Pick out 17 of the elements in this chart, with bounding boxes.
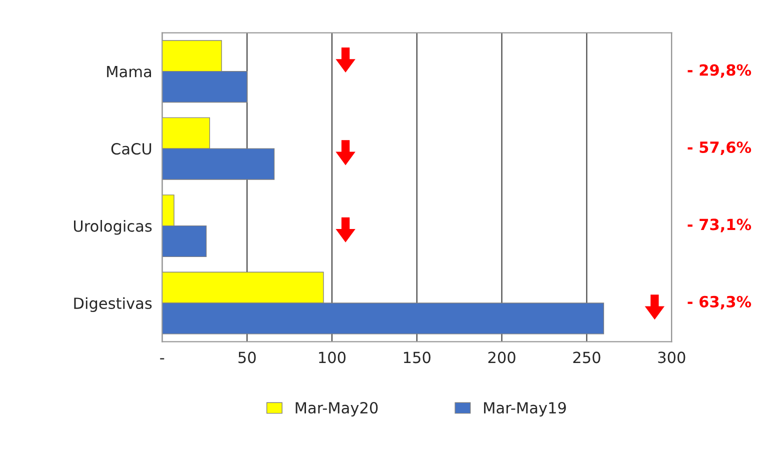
y-tick-label: Mama	[107, 66, 152, 78]
text: - 73,1%	[688, 218, 752, 232]
y-tick-label: Urologicas	[74, 220, 152, 235]
legend-label: Mar-May20	[296, 402, 378, 417]
x-tick-label: -	[160, 358, 164, 360]
x-tick-label: 150	[404, 352, 430, 364]
x-tick-label: 300	[658, 352, 686, 364]
text: - 57,6%	[688, 141, 752, 155]
y-tick-label: Digestivas	[74, 297, 152, 312]
text: - 29,8%	[688, 64, 752, 78]
legend-label: Mar-May19	[484, 402, 566, 417]
x-tick-label: 250	[573, 352, 600, 364]
y-tick-label: CaCU	[111, 143, 152, 155]
x-tick-label: 200	[488, 352, 516, 364]
x-tick-label: 100	[319, 352, 346, 364]
text: - 63,3%	[688, 296, 752, 310]
x-tick-label: 50	[238, 352, 256, 364]
